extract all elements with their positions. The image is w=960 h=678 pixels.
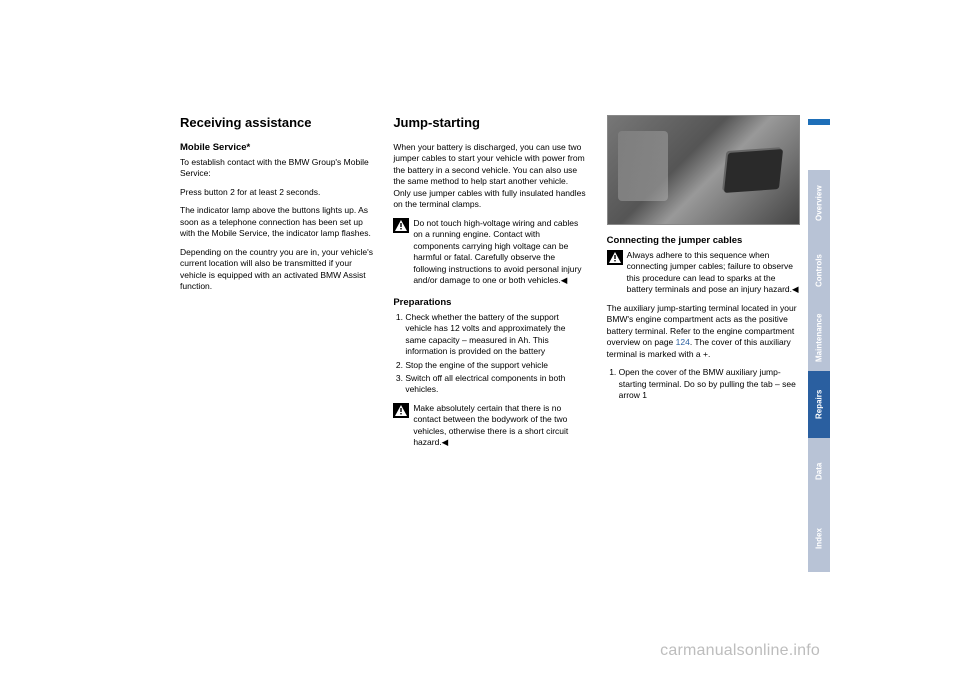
page-link-124[interactable]: 124 — [676, 337, 690, 347]
body-text: Press button 2 for at least 2 seconds. — [180, 187, 373, 198]
tab-maintenance[interactable]: Maintenance — [808, 304, 830, 371]
list-item: Switch off all electrical components in … — [405, 373, 586, 396]
column-3: Connecting the jumper cables Always adhe… — [607, 115, 800, 595]
body-text: When your battery is discharged, you can… — [393, 142, 586, 211]
warning-text: Do not touch high-voltage wiring and cab… — [413, 218, 586, 287]
warning-box: Always adhere to this sequence when conn… — [607, 250, 800, 296]
warning-icon — [393, 403, 409, 418]
list-item: Check whether the battery of the support… — [405, 312, 586, 358]
warning-icon — [393, 218, 409, 233]
heading-jump-starting: Jump-starting — [393, 115, 586, 130]
preparations-list: Check whether the battery of the support… — [393, 312, 586, 396]
watermark: carmanualsonline.info — [660, 642, 820, 660]
tab-overview[interactable]: Overview — [808, 170, 830, 237]
tab-index[interactable]: Index — [808, 505, 830, 572]
column-1: Receiving assistance Mobile Service* To … — [180, 115, 373, 595]
header-accent-bar — [808, 119, 830, 125]
heading-mobile-service: Mobile Service* — [180, 142, 373, 153]
procedure-list: Open the cover of the BMW auxiliary jump… — [607, 367, 800, 401]
side-tabs: Overview Controls Maintenance Repairs Da… — [808, 170, 830, 572]
heading-connecting-cables: Connecting the jumper cables — [607, 235, 800, 246]
warning-box: Make absolutely certain that there is no… — [393, 403, 586, 449]
warning-icon — [607, 250, 623, 265]
tab-repairs[interactable]: Repairs — [808, 371, 830, 438]
body-text: To establish contact with the BMW Group'… — [180, 157, 373, 180]
heading-receiving-assistance: Receiving assistance — [180, 115, 373, 130]
heading-preparations: Preparations — [393, 297, 586, 308]
warning-box: Do not touch high-voltage wiring and cab… — [393, 218, 586, 287]
list-item: Open the cover of the BMW auxiliary jump… — [619, 367, 800, 401]
tab-data[interactable]: Data — [808, 438, 830, 505]
page-content: Receiving assistance Mobile Service* To … — [180, 115, 800, 595]
body-text: Depending on the country you are in, you… — [180, 247, 373, 293]
tab-controls[interactable]: Controls — [808, 237, 830, 304]
body-text: The auxiliary jump-starting terminal loc… — [607, 303, 800, 360]
warning-text: Always adhere to this sequence when conn… — [627, 250, 800, 296]
list-item: Stop the engine of the support vehicle — [405, 360, 586, 371]
column-2: Jump-starting When your battery is disch… — [393, 115, 586, 595]
warning-text: Make absolutely certain that there is no… — [413, 403, 586, 449]
body-text: The indicator lamp above the buttons lig… — [180, 205, 373, 239]
engine-compartment-figure — [607, 115, 800, 225]
